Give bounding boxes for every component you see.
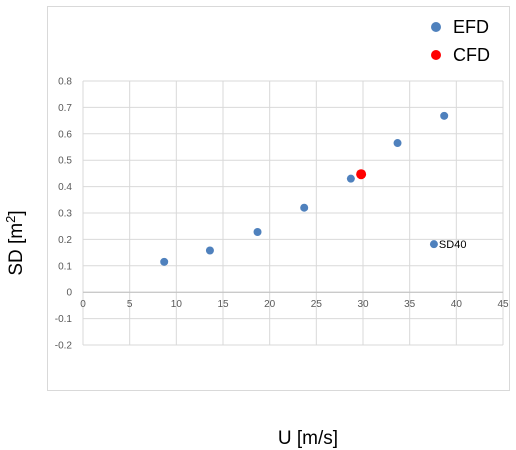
- y-tick-label: 0.5: [58, 156, 72, 167]
- y-tick-label: -0.1: [55, 314, 73, 325]
- x-tick-label: 0: [80, 299, 86, 310]
- y-tick-label: 0: [66, 288, 72, 299]
- y-tick-label: -0.2: [55, 341, 73, 352]
- y-axis-title-end: ]: [6, 210, 27, 215]
- data-point-efd: [300, 203, 309, 212]
- x-tick-label: 45: [497, 299, 509, 310]
- x-tick-label: 30: [357, 299, 369, 310]
- data-point-efd: [393, 139, 402, 148]
- y-tick-label: 0.8: [58, 77, 72, 88]
- y-axis-title: SD [m2]: [3, 210, 27, 275]
- y-tick-label: 0.7: [58, 103, 72, 114]
- point-label: SD40: [439, 239, 467, 251]
- data-point-efd: [440, 111, 449, 120]
- y-axis-title-superscript: 2: [3, 216, 18, 223]
- legend-marker-efd: [431, 22, 441, 32]
- y-tick-label: 0.3: [58, 209, 72, 220]
- data-point-efd: [346, 174, 355, 183]
- x-tick-label: 25: [311, 299, 323, 310]
- y-tick-label: 0.1: [58, 261, 72, 272]
- data-point-efd: [429, 240, 438, 249]
- legend-label-cfd: CFD: [453, 45, 490, 65]
- y-axis-title-main: SD [m: [6, 223, 27, 276]
- x-tick-label: 20: [264, 299, 276, 310]
- data-point-efd: [205, 246, 214, 255]
- legend-label-efd: EFD: [453, 17, 489, 37]
- x-tick-label: 40: [451, 299, 463, 310]
- data-point-cfd: [356, 169, 367, 180]
- x-axis-title: U [m/s]: [278, 428, 338, 449]
- x-tick-label: 10: [171, 299, 183, 310]
- x-tick-label: 15: [217, 299, 229, 310]
- y-tick-label: 0.6: [58, 129, 72, 140]
- legend-marker-cfd: [431, 50, 441, 60]
- chart-frame: [47, 6, 510, 391]
- x-tick-label: 35: [404, 299, 416, 310]
- x-tick-label: 5: [127, 299, 133, 310]
- y-tick-label: 0.4: [58, 182, 72, 193]
- data-point-efd: [160, 257, 169, 266]
- y-tick-label: 0.2: [58, 235, 72, 246]
- data-point-efd: [253, 228, 262, 237]
